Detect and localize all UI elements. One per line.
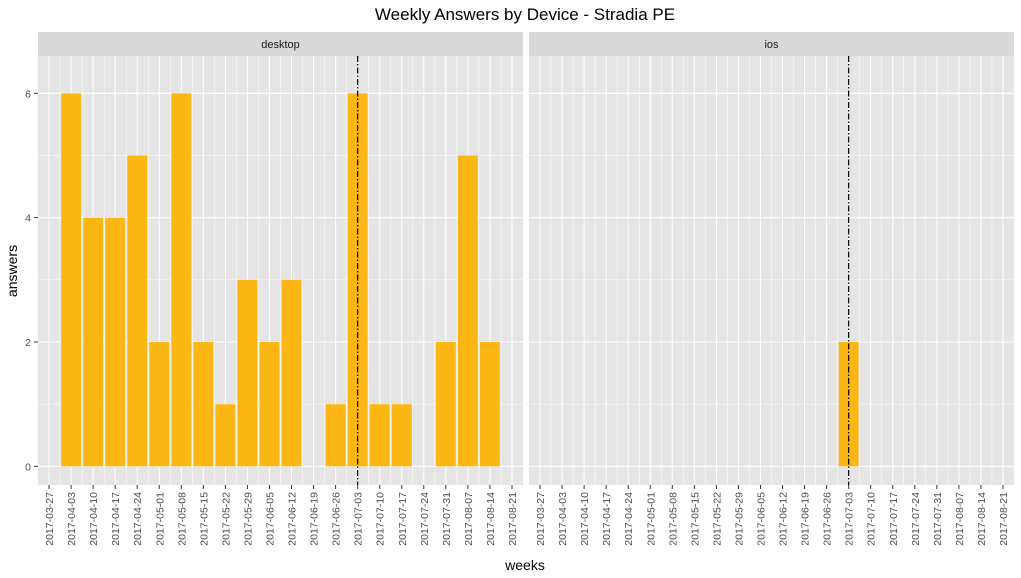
x-tick-label: 2017-08-14 xyxy=(485,492,497,546)
x-tick-label: 2017-06-05 xyxy=(755,492,767,546)
bar xyxy=(457,155,478,467)
x-tick-label: 2017-07-10 xyxy=(866,492,878,546)
bar xyxy=(61,93,81,467)
x-tick-label: 2017-05-15 xyxy=(689,492,701,546)
strip-ios xyxy=(529,32,1014,56)
x-tick-label: 2017-04-03 xyxy=(557,492,569,546)
bar xyxy=(281,279,302,467)
x-tick-label: 2017-04-10 xyxy=(579,492,591,546)
x-tick-label: 2017-04-17 xyxy=(110,492,122,546)
x-tick-label: 2017-04-24 xyxy=(623,492,635,546)
x-tick-label: 2017-04-24 xyxy=(132,492,144,546)
x-tick-label: 2017-07-24 xyxy=(910,492,922,546)
bar xyxy=(480,342,500,467)
chart-title: Weekly Answers by Device - Stradia PE xyxy=(375,5,675,24)
x-tick-label: 2017-04-10 xyxy=(88,492,100,546)
x-axis-title: weeks xyxy=(504,557,545,573)
x-tick-label: 2017-07-17 xyxy=(888,492,900,546)
x-tick-label: 2017-05-01 xyxy=(154,492,166,546)
x-tick-label: 2017-06-19 xyxy=(309,492,321,546)
x-tick-label: 2017-05-08 xyxy=(176,492,188,546)
x-tick-label: 2017-07-24 xyxy=(419,492,431,546)
bar xyxy=(325,404,346,467)
strip-desktop xyxy=(38,32,523,56)
x-tick-label: 2017-03-27 xyxy=(535,492,547,546)
x-tick-label: 2017-08-07 xyxy=(463,492,475,546)
x-tick-label: 2017-03-27 xyxy=(44,492,56,546)
strip-label: desktop xyxy=(261,39,300,51)
x-tick-label: 2017-07-31 xyxy=(932,492,944,546)
x-tick-label: 2017-08-21 xyxy=(507,492,519,546)
x-tick-label: 2017-06-19 xyxy=(800,492,812,546)
x-tick-label: 2017-05-01 xyxy=(645,492,657,546)
bar xyxy=(193,342,214,467)
x-tick-label: 2017-06-26 xyxy=(822,492,834,546)
x-tick-label: 2017-07-17 xyxy=(397,492,409,546)
x-tick-label: 2017-05-08 xyxy=(667,492,679,546)
x-tick-label: 2017-08-14 xyxy=(976,492,988,546)
x-tick-label: 2017-05-15 xyxy=(198,492,210,546)
x-tick-label: 2017-05-29 xyxy=(242,492,254,546)
x-tick-label: 2017-05-29 xyxy=(733,492,745,546)
x-tick-label: 2017-07-31 xyxy=(441,492,453,546)
x-tick-label: 2017-06-26 xyxy=(331,492,343,546)
strip-label: ios xyxy=(764,39,779,51)
bar xyxy=(171,93,192,467)
bar xyxy=(83,217,104,467)
bar xyxy=(259,342,280,467)
x-tick-label: 2017-05-22 xyxy=(220,492,232,546)
bar xyxy=(215,404,236,467)
panel-ios: ios 2017-03-27 2017-04-03 2017-04-10 2017-04… xyxy=(529,32,1014,546)
x-tick-label: 2017-07-10 xyxy=(375,492,387,546)
y-tick-label: 6 xyxy=(25,88,31,100)
x-tick-label: 2017-07-03 xyxy=(844,492,856,546)
x-tick-label: 2017-07-03 xyxy=(353,492,365,546)
y-tick-label: 2 xyxy=(25,337,31,349)
bar xyxy=(149,342,170,467)
x-tick-label: 2017-04-03 xyxy=(66,492,78,546)
bar xyxy=(127,155,148,467)
x-tick-label: 2017-04-17 xyxy=(601,492,613,546)
plot-area: desktop 2017-03-27 2017-04-03 2017-04-10 201… xyxy=(25,32,1014,546)
bar xyxy=(391,404,412,467)
x-tick-label: 2017-08-21 xyxy=(998,492,1010,546)
x-tick-label: 2017-06-05 xyxy=(264,492,276,546)
y-tick-label: 4 xyxy=(25,213,31,225)
y-tick-label: 0 xyxy=(25,461,31,473)
bar xyxy=(435,342,456,467)
x-tick-label: 2017-05-22 xyxy=(711,492,723,546)
bar xyxy=(237,279,258,467)
bar xyxy=(369,404,390,467)
x-tick-label: 2017-06-12 xyxy=(778,492,790,546)
x-tick-label: 2017-06-12 xyxy=(287,492,299,546)
bar xyxy=(105,217,126,467)
panel-desktop: desktop 2017-03-27 2017-04-03 2017-04-10 201… xyxy=(25,32,523,546)
x-tick-label: 2017-08-07 xyxy=(954,492,966,546)
y-axis-title: answers xyxy=(4,245,20,297)
